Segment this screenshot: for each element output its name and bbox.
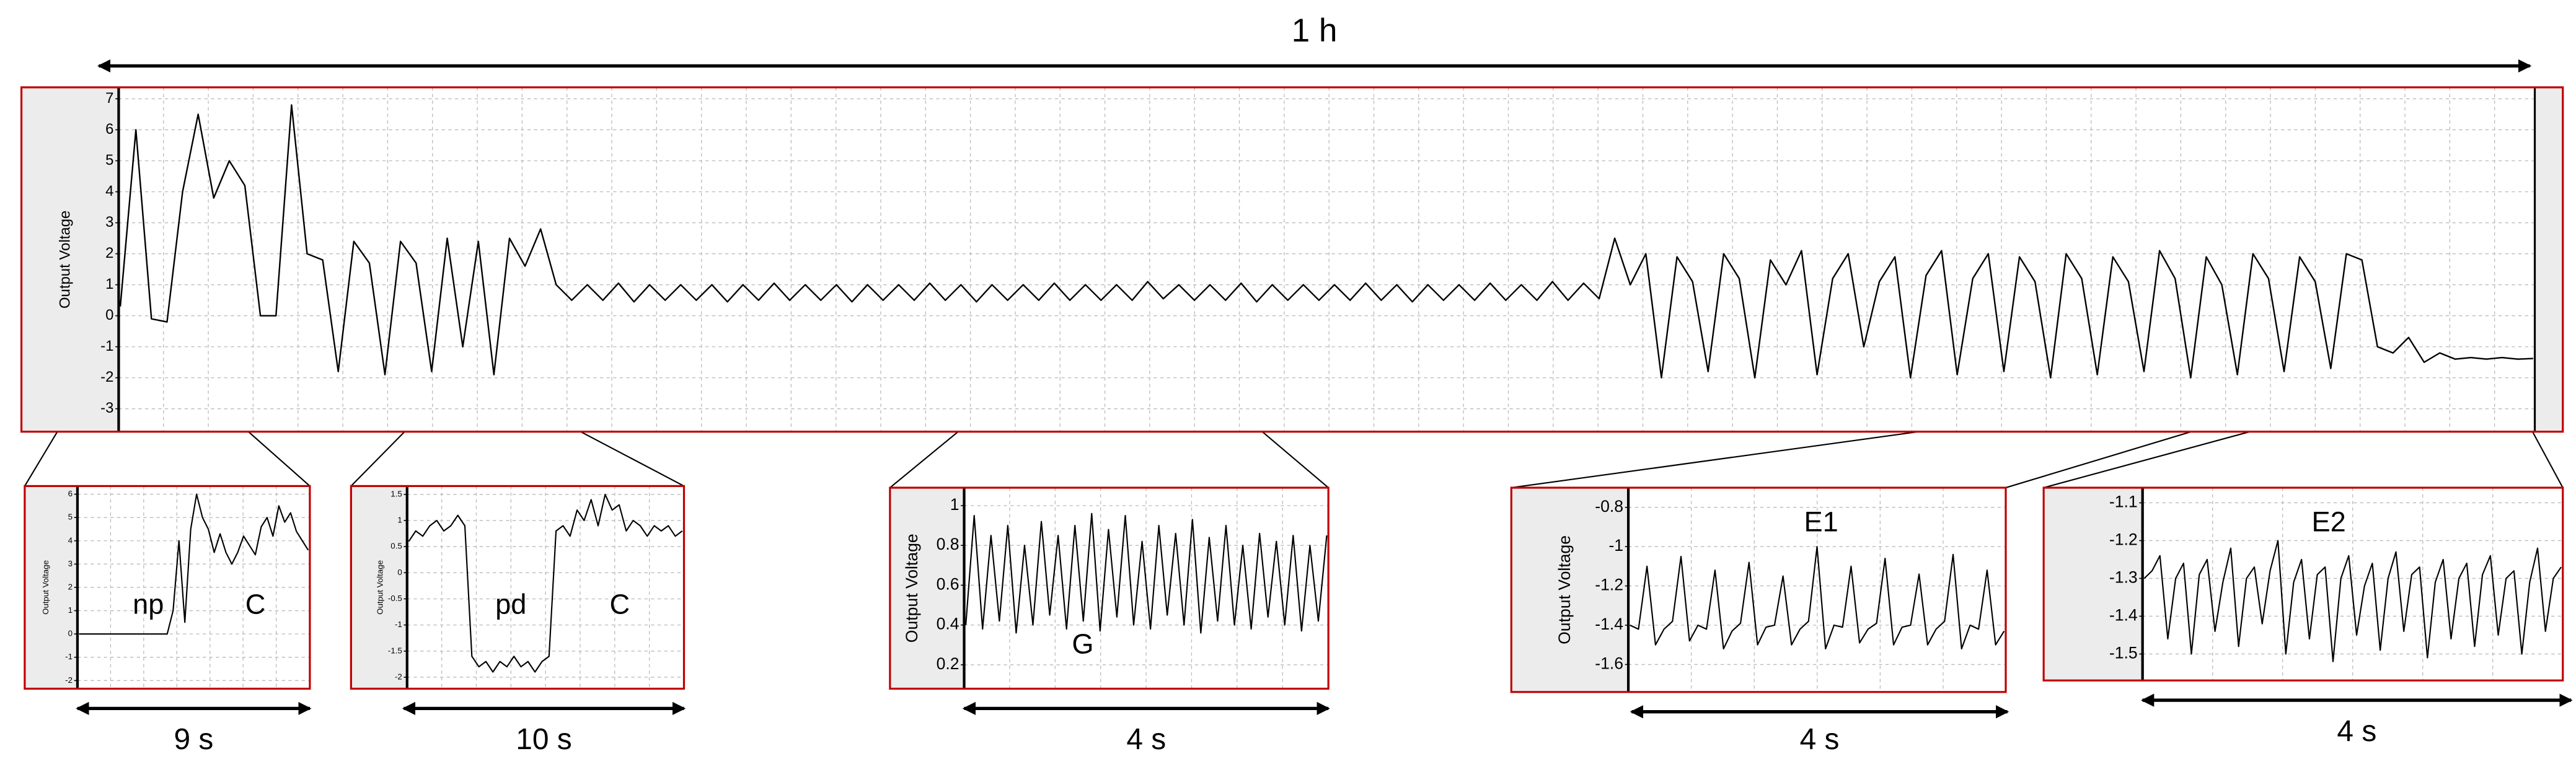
y-tick-label: 0 — [68, 629, 73, 638]
y-axis-label: Output Voltage — [41, 560, 50, 615]
y-axis-label: Output Voltage — [376, 560, 385, 615]
y-tick-label: -0.8 — [1595, 497, 1623, 516]
y-tick-label: -2 — [100, 369, 113, 385]
panel-border — [350, 485, 686, 690]
y-tick-label: 1 — [397, 516, 402, 525]
y-tick-label: 0 — [397, 568, 402, 577]
panel: 6 5 4 3 2 1 0 -1 -2 Output Voltage np C — [24, 485, 311, 690]
panel-border — [2042, 486, 2564, 682]
y-tick-label: 0.2 — [937, 654, 959, 673]
y-tick-label: 1.5 — [390, 489, 402, 498]
duration-label: 4 s — [1126, 723, 1166, 756]
panel: 1.5 1 0.5 0 -0.5 -1 -1.5 -2 Output Voltage pd C — [350, 485, 686, 690]
y-tick-label: 1 — [105, 276, 113, 292]
y-tick-label: 1 — [68, 605, 73, 615]
waveform-label: np — [133, 588, 164, 620]
y-tick-label: -1.4 — [1595, 615, 1623, 633]
y-tick-label: 5 — [105, 152, 113, 169]
y-tick-label: 4 — [105, 183, 113, 200]
y-tick-label: 6 — [68, 489, 73, 498]
y-tick-label: -2 — [65, 675, 73, 685]
duration-label: 4 s — [2337, 715, 2376, 748]
duration-label: 9 s — [174, 723, 214, 756]
trace — [79, 493, 309, 635]
waveform-label: pd — [495, 588, 526, 620]
right-strip — [2534, 87, 2563, 432]
trace — [965, 512, 1328, 634]
y-axis-label: Output Voltage — [1555, 535, 1574, 644]
y-tick-label: 2 — [105, 245, 113, 261]
y-tick-label: 5 — [68, 512, 73, 522]
panel-border — [889, 486, 1330, 690]
panel: -0.8 -1 -1.2 -1.4 -1.6 Output Voltage E1 — [1510, 486, 2007, 693]
y-tick-label: -0.5 — [388, 594, 402, 603]
y-tick-label: 0 — [105, 307, 113, 323]
duration-label: 1 h — [1292, 12, 1338, 49]
panel: -1.1 -1.2 -1.3 -1.4 -1.5 E2 — [2042, 486, 2564, 682]
panel-border — [1510, 486, 2007, 693]
y-tick-label: -1 — [65, 652, 73, 661]
y-tick-label: -1 — [100, 338, 113, 354]
trace — [2143, 540, 2562, 662]
y-tick-label: -1 — [1608, 536, 1623, 555]
y-tick-label: -1.2 — [2109, 530, 2138, 548]
y-tick-label: 1 — [950, 495, 959, 514]
y-tick-label: 3 — [105, 214, 113, 231]
waveform-label: E1 — [1804, 506, 1838, 538]
waveform-label: G — [1072, 628, 1093, 659]
y-tick-label: -1.5 — [388, 646, 402, 655]
y-axis-label: Output Voltage — [902, 533, 921, 643]
panel: 1 0.8 0.6 0.4 0.2 Output Voltage G — [889, 486, 1330, 690]
trace — [408, 493, 683, 673]
y-tick-label: -1.3 — [2109, 568, 2138, 586]
y-tick-label: 2 — [68, 582, 73, 591]
trace — [1630, 546, 2005, 650]
trace — [119, 104, 2533, 379]
y-tick-label: 0.6 — [937, 574, 959, 593]
panel-border — [24, 485, 311, 690]
waveform-label: C — [245, 588, 266, 620]
duration-label: 4 s — [1800, 723, 1840, 756]
y-tick-label: 0.4 — [937, 615, 959, 633]
y-tick-label: -1 — [395, 620, 402, 629]
y-tick-label: 0.8 — [937, 535, 959, 553]
y-tick-label: 0.5 — [390, 542, 402, 551]
y-tick-label: 3 — [68, 559, 73, 568]
y-tick-label: -1.5 — [2109, 643, 2138, 662]
duration-label: 10 s — [516, 723, 571, 756]
panel-border — [20, 86, 2564, 433]
y-tick-label: -1.2 — [1595, 576, 1623, 594]
y-tick-label: -1.4 — [2109, 605, 2138, 624]
y-tick-label: 4 — [68, 535, 73, 545]
y-tick-label: 7 — [105, 90, 113, 107]
y-axis-label: Output Voltage — [57, 211, 74, 309]
waveform-label: C — [609, 588, 630, 620]
y-tick-label: -3 — [100, 400, 113, 416]
y-tick-label: -2 — [395, 672, 402, 681]
y-tick-label: -1.6 — [1595, 654, 1623, 672]
panel: 7 6 5 4 3 2 1 0 -1 -2 -3 Output Voltage — [20, 86, 2564, 433]
y-tick-label: 6 — [105, 121, 113, 138]
waveform-label: E2 — [2312, 506, 2346, 538]
y-tick-label: -1.1 — [2109, 492, 2138, 511]
